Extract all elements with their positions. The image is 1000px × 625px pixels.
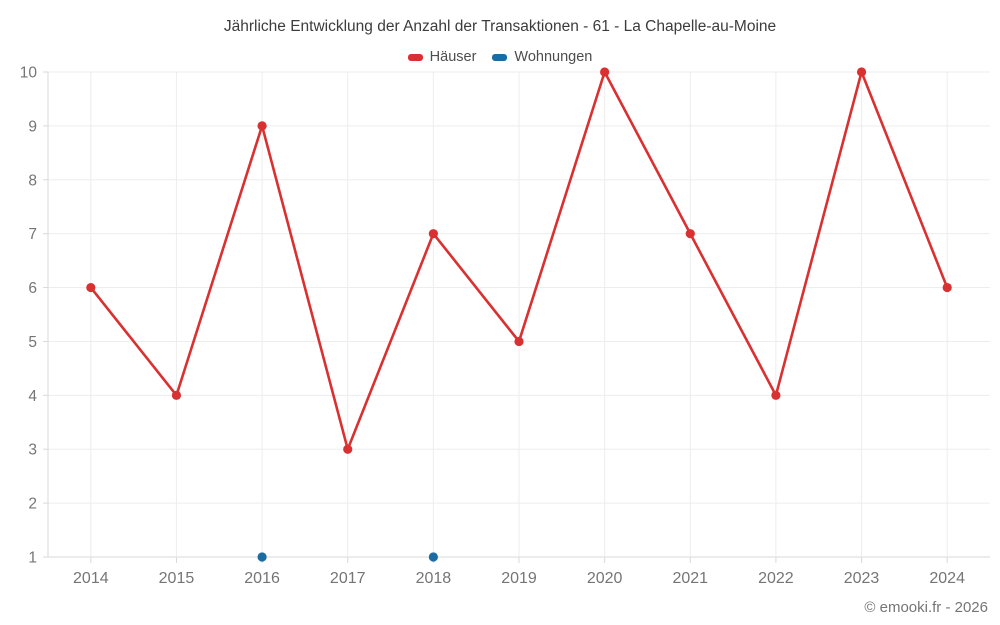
y-axis-label: 9: [28, 118, 37, 135]
chart-title: Jährliche Entwicklung der Anzahl der Tra…: [223, 18, 777, 35]
legend-swatch-haeuser: [407, 53, 423, 61]
y-axis-label: 7: [28, 226, 37, 243]
data-point-haeuser[interactable]: [600, 67, 610, 77]
data-point-haeuser[interactable]: [942, 282, 952, 293]
y-axis-label: 10: [20, 65, 38, 82]
x-axis-label: 2022: [758, 570, 794, 587]
x-axis-label: 2015: [159, 570, 195, 587]
data-point-haeuser[interactable]: [257, 121, 267, 131]
data-point-haeuser[interactable]: [171, 390, 182, 400]
y-axis-label: 3: [28, 442, 37, 459]
x-axis-label: 2017: [330, 570, 366, 587]
x-axis-label: 2019: [501, 570, 537, 587]
y-axis-label: 2: [28, 496, 37, 513]
x-axis-label: 2021: [672, 570, 708, 587]
x-axis-label: 2020: [587, 570, 623, 587]
x-axis-label: 2023: [844, 570, 880, 587]
legend-label-haeuser: Häuser: [429, 49, 477, 65]
data-point-haeuser[interactable]: [428, 229, 438, 239]
chart-legend: Häuser Wohnungen: [0, 49, 1000, 65]
data-point-haeuser[interactable]: [771, 390, 781, 400]
x-axis-label: 2014: [73, 570, 109, 587]
x-axis-label: 2024: [929, 570, 965, 587]
data-point-haeuser[interactable]: [343, 444, 353, 454]
y-axis-label: 1: [28, 550, 37, 567]
data-point-haeuser[interactable]: [856, 67, 867, 77]
legend-label-wohnungen: Wohnungen: [514, 49, 593, 65]
legend-swatch-wohnungen: [492, 53, 508, 61]
x-axis-label: 2016: [244, 570, 280, 587]
y-axis-label: 5: [28, 334, 37, 351]
data-point-wohnungen[interactable]: [257, 552, 267, 562]
footer-credit: © emooki.fr - 2026: [864, 599, 988, 616]
data-point-wohnungen[interactable]: [428, 552, 438, 562]
legend-item-haeuser[interactable]: Häuser: [407, 49, 477, 65]
x-axis-label: 2018: [416, 570, 452, 587]
data-point-haeuser[interactable]: [86, 282, 96, 293]
y-axis-label: 8: [28, 172, 37, 189]
y-axis-label: 6: [28, 280, 37, 297]
y-axis-label: 4: [28, 388, 37, 405]
data-point-haeuser[interactable]: [514, 336, 524, 347]
data-point-haeuser[interactable]: [685, 229, 695, 239]
legend-item-wohnungen[interactable]: Wohnungen: [492, 49, 592, 65]
